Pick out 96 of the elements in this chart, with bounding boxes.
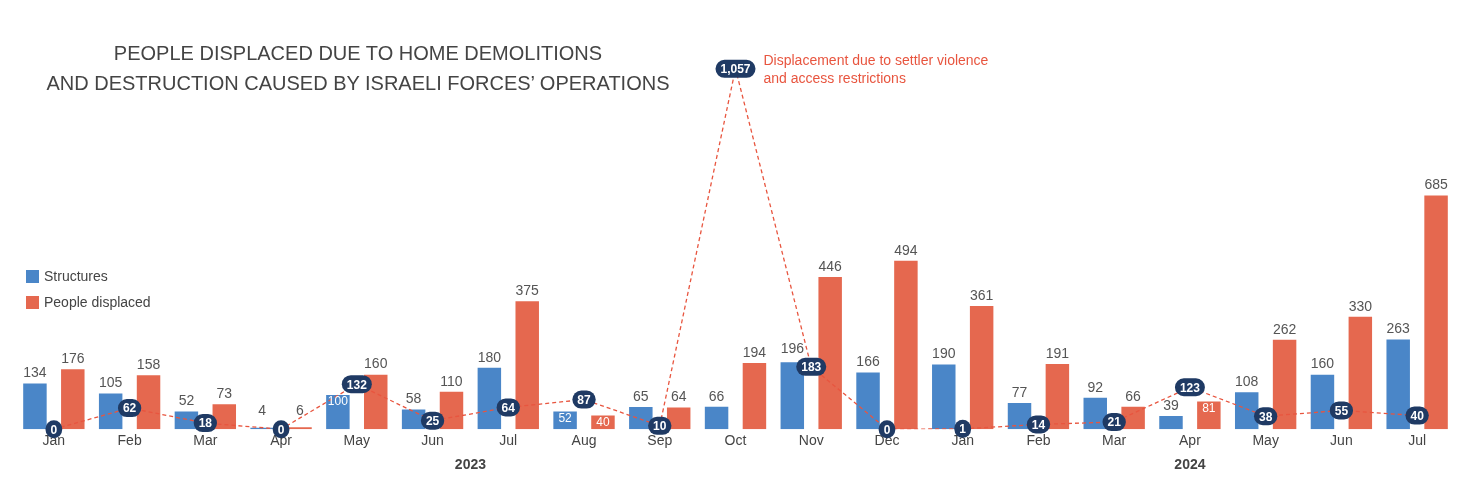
bar	[1159, 415, 1183, 430]
data-label: 176	[61, 350, 85, 367]
bar	[98, 393, 123, 430]
x-tick-label: Jul	[1408, 432, 1427, 449]
bar	[856, 372, 880, 430]
data-label: 196	[780, 339, 805, 356]
bar	[288, 427, 312, 430]
data-label: 446	[818, 257, 843, 274]
data-label: 52	[558, 410, 573, 425]
data-label: 58	[405, 390, 422, 407]
x-tick-label: Nov	[798, 432, 824, 449]
data-label: 190	[932, 345, 956, 362]
legend-label: Structures	[44, 268, 108, 284]
data-label: 180	[477, 348, 502, 365]
data-label: 108	[1235, 373, 1259, 390]
data-label: 77	[1011, 383, 1028, 400]
bar	[1234, 392, 1259, 430]
x-tick-label: Aug	[571, 432, 597, 449]
bar	[666, 407, 691, 430]
data-label: 0	[883, 422, 891, 437]
series-label: Displacement due to settler violence and access restrictions	[763, 51, 989, 86]
data-label: 160	[364, 355, 388, 372]
data-label: 25	[425, 413, 440, 428]
text: 2024	[1174, 455, 1206, 472]
data-label: 361	[969, 286, 994, 303]
bar	[477, 367, 502, 430]
data-label: 160	[1310, 355, 1335, 372]
bar	[1348, 316, 1373, 430]
data-label: 6	[296, 402, 305, 419]
data-label: 66	[1125, 387, 1142, 404]
data-label: 0	[50, 422, 58, 437]
data-label: 375	[515, 282, 540, 299]
data-label: 40	[1410, 408, 1425, 423]
data-label: 38	[1258, 409, 1273, 424]
bar	[969, 306, 994, 430]
data-label: 55	[1334, 403, 1349, 418]
bar	[23, 383, 47, 430]
data-label: 191	[1045, 344, 1070, 361]
data-label: 100	[327, 394, 349, 409]
data-label: 92	[1087, 378, 1104, 395]
x-tick-label: May	[1252, 432, 1279, 449]
data-label: 87	[577, 392, 592, 407]
bar	[1310, 374, 1335, 430]
legend-label: People displaced	[44, 294, 151, 310]
bar	[932, 364, 956, 430]
x-tick-label: Jun	[421, 432, 444, 449]
data-label: 0	[277, 422, 285, 437]
bar	[1424, 195, 1448, 430]
data-label: 263	[1386, 320, 1411, 337]
data-label: 158	[136, 356, 161, 373]
bar	[439, 391, 464, 430]
data-label: 685	[1424, 176, 1448, 193]
bar	[894, 260, 918, 430]
x-tick-label: Mar	[193, 432, 218, 449]
data-label: 21	[1107, 415, 1122, 430]
data-label: 81	[1202, 400, 1216, 415]
data-label: 262	[1272, 320, 1297, 337]
data-label: 14	[1031, 417, 1046, 432]
data-label: 66	[708, 387, 725, 404]
data-label: 494	[894, 241, 918, 258]
data-label: 134	[23, 364, 47, 381]
x-tick-label: Oct	[724, 432, 747, 449]
x-tick-label: Mar	[1102, 432, 1127, 449]
x-tick-label: May	[343, 432, 371, 449]
data-label: 65	[633, 387, 649, 404]
bar	[1045, 364, 1070, 430]
data-label: 166	[856, 353, 880, 370]
data-label: 105	[98, 374, 123, 391]
data-label: 18	[198, 416, 213, 431]
x-tick-label: Apr	[1179, 432, 1202, 449]
text: 2023	[454, 455, 487, 472]
bar	[136, 375, 161, 430]
data-label: 40	[596, 414, 610, 429]
data-label: 62	[122, 401, 137, 416]
data-label: 64	[501, 400, 516, 415]
data-label: 10	[653, 419, 667, 434]
x-tick-label: Feb	[1026, 432, 1051, 449]
bar	[704, 406, 729, 430]
bar	[515, 301, 539, 430]
x-tick-label: Sep	[647, 432, 673, 449]
data-label: 194	[742, 343, 767, 360]
bar	[1272, 339, 1297, 430]
data-label: 39	[1163, 396, 1179, 413]
data-label: 73	[216, 385, 233, 402]
data-label: 4	[258, 402, 267, 419]
data-label: 64	[670, 388, 687, 405]
chart-title: PEOPLE DISPLACED DUE TO HOME DEMOLITIONS AND DESTRUCTION CAUSED BY ISRAELI FORCES’ OPERATIONS	[45, 41, 671, 96]
data-label: 330	[1348, 297, 1373, 314]
x-tick-label: Jul	[499, 432, 518, 449]
bar	[61, 369, 85, 430]
data-label: 110	[440, 372, 463, 389]
bar	[742, 363, 767, 430]
x-tick-label: Feb	[117, 432, 142, 449]
x-tick-label: Jun	[1330, 432, 1353, 449]
bar	[1386, 339, 1410, 430]
data-label: 52	[178, 392, 195, 409]
